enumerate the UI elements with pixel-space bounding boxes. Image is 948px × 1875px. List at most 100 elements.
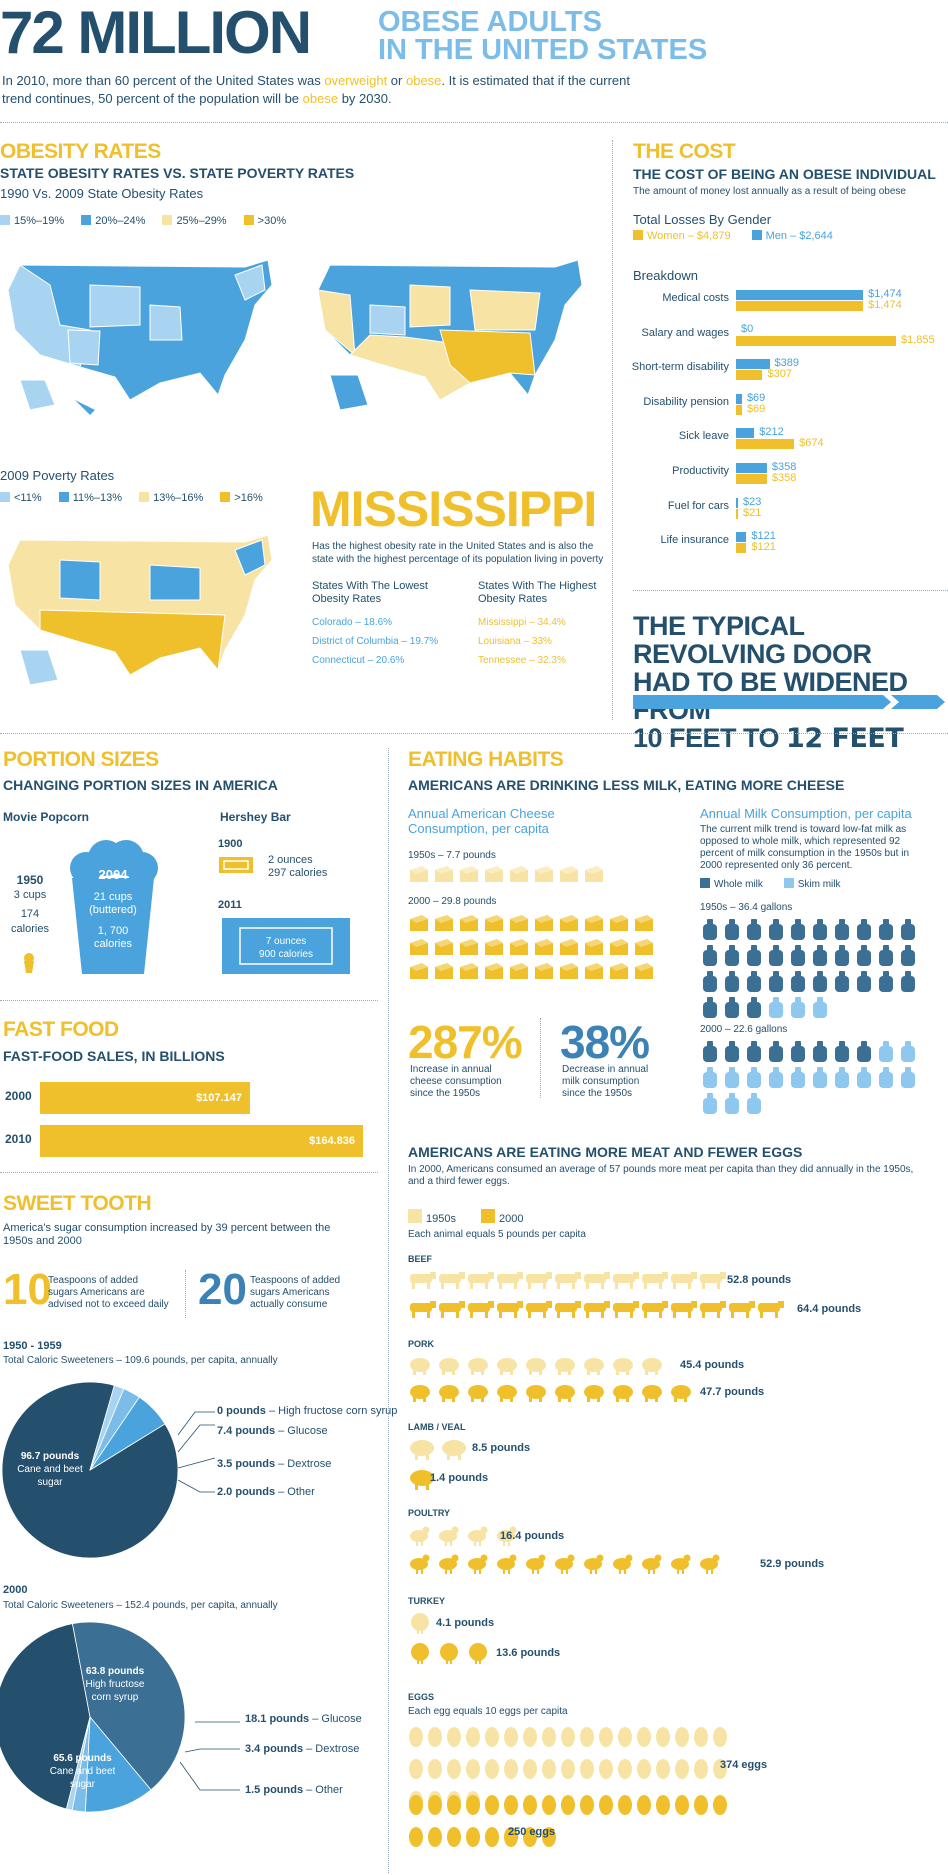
egg-icon [523, 1827, 537, 1847]
eggs-label: EGGS [408, 1692, 435, 1702]
jug-icon [813, 919, 827, 940]
cow-icon [526, 1272, 552, 1289]
lamb1950-svg [410, 1440, 466, 1460]
cheese-icon [460, 963, 478, 979]
gender-legend: Women – $4,879 Men – $2,644 [633, 230, 833, 242]
women-bar [736, 301, 864, 311]
egg-icon [561, 1727, 575, 1747]
cheese-2000-label: 2000 – 29.8 pounds [408, 896, 497, 907]
cheese-icon [535, 915, 553, 931]
women-value: $21 [743, 507, 762, 519]
divider [633, 590, 948, 591]
cheese-icon [410, 963, 428, 979]
cow-icon [700, 1301, 726, 1318]
egg-icon [656, 1759, 670, 1779]
pie1-main-label: 96.7 pounds Cane and beet sugar [15, 1450, 85, 1489]
men-total: Men – $2,644 [765, 230, 833, 242]
milk-2000-icons [700, 1040, 920, 1123]
poultry-1950-value: 16.4 pounds [500, 1530, 565, 1542]
cheese-1950-icons [408, 864, 608, 893]
meat-legend: 1950s 2000 [408, 1209, 524, 1225]
egg-icon [428, 1827, 442, 1847]
egg-icon [656, 1795, 670, 1815]
pie-leader-line [177, 1457, 216, 1469]
lamb-1950-value: 8.5 pounds [472, 1442, 531, 1454]
pork-1950-icons [408, 1355, 669, 1384]
turkey-2000-value: 13.6 pounds [496, 1647, 561, 1659]
egg-icon [409, 1727, 423, 1747]
turkey-icon [469, 1643, 487, 1664]
jug-icon [879, 945, 893, 966]
cheese-2000-icons [408, 913, 658, 990]
jug-icon [725, 971, 739, 992]
cow-icon [497, 1272, 523, 1289]
egg-icon [485, 1759, 499, 1779]
text-20: Teaspoons of added sugars Americans actu… [250, 1275, 341, 1310]
beef1950-svg [410, 1272, 726, 1289]
jug-icon [901, 945, 915, 966]
cheese-icon [410, 939, 428, 955]
pie1-label: 3.5 pounds – Dextrose [217, 1458, 331, 1470]
door-arrow [633, 695, 945, 709]
chicken-icon [468, 1554, 488, 1574]
cow-icon [410, 1301, 436, 1318]
cheese-icon [635, 963, 653, 979]
legend-swatch [481, 1209, 496, 1223]
milk-1950-label: 1950s – 36.4 gallons [700, 902, 793, 913]
fastfood-chart [0, 0, 1, 1]
egg-icon [713, 1795, 727, 1815]
number-10: 10 [3, 1265, 52, 1314]
egg-icon [675, 1727, 689, 1747]
egg-icon [504, 1759, 518, 1779]
cow-icon [613, 1301, 639, 1318]
pie1-desc: Total Caloric Sweeteners – 109.6 pounds,… [3, 1355, 278, 1366]
meat-desc: In 2000, Americans consumed an average o… [408, 1164, 914, 1187]
hershey-1900: 2 ounces 297 calories [268, 854, 327, 880]
women-bar [736, 474, 767, 484]
egg-icon [675, 1795, 689, 1815]
cheese-icon [610, 963, 628, 979]
eggs-2000-icons [408, 1793, 731, 1862]
cheese-title: Annual American Cheese Consumption, per … [408, 806, 555, 836]
oz-1900: 2 ounces [268, 854, 313, 866]
cheese1950-svg [410, 866, 603, 882]
pct-38-desc: Decrease in annual milk consumption sinc… [562, 1064, 649, 1099]
portion-title: PORTION SIZES [3, 748, 159, 771]
big-bar-icon [222, 918, 350, 974]
pig-icon [439, 1358, 459, 1375]
pig-icon [555, 1358, 575, 1375]
pie-slice [0, 1623, 91, 1810]
pie1-year: 1950 - 1959 [3, 1340, 62, 1352]
cups-1950: 3 cups [13, 889, 47, 901]
egg-icon [485, 1795, 499, 1815]
cost-category-label: Sick leave [678, 430, 729, 442]
chicken-icon [555, 1554, 575, 1574]
portion-subtitle: CHANGING PORTION SIZES IN AMERICA [3, 777, 278, 793]
jug-icon [857, 1067, 871, 1088]
pig-icon [468, 1358, 488, 1375]
pie-slice [84, 1715, 152, 1812]
cheese-icon [535, 939, 553, 955]
cow-icon [584, 1301, 610, 1318]
egg-icon [447, 1827, 461, 1847]
cheese-icon [435, 866, 453, 882]
women-bar [736, 405, 742, 415]
cheese-icon [460, 939, 478, 955]
turkey-label: TURKEY [408, 1596, 446, 1606]
list-item: District of Columbia – 19.7% [312, 636, 439, 647]
women-value: $674 [799, 437, 824, 449]
legend-swatch [81, 215, 92, 225]
pie-leader-line [179, 1761, 240, 1791]
turkey2000-svg [411, 1643, 487, 1664]
jug-icon [791, 945, 805, 966]
jug-icon [725, 919, 739, 940]
cow-icon [439, 1272, 465, 1289]
legend-swatch [243, 215, 254, 225]
cal-1900: 297 calories [268, 867, 328, 879]
popcorn-label: Movie Popcorn [3, 810, 90, 824]
milk-legend: Whole milk Skim milk [700, 878, 840, 890]
fastfood-subtitle: FAST-FOOD SALES, IN BILLIONS [3, 1048, 225, 1064]
men-value: $0 [741, 323, 754, 335]
pie-label-val: 7.4 pounds [217, 1425, 276, 1437]
chicken-icon [497, 1554, 517, 1574]
